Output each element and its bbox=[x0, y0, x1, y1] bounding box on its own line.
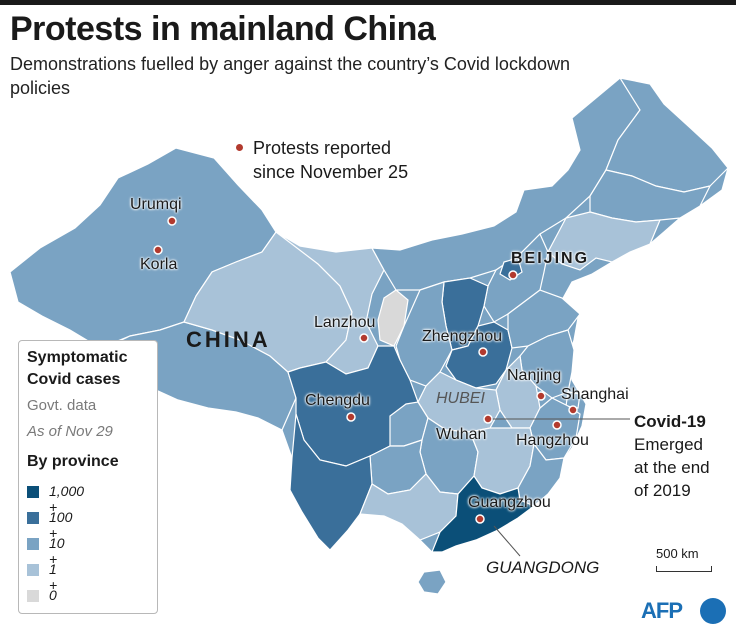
country-label: CHINA bbox=[186, 327, 271, 352]
protest-dots bbox=[153, 216, 578, 524]
scale-bar-line bbox=[656, 566, 712, 572]
legend-swatch bbox=[27, 486, 39, 498]
legend-item-label: 10 + bbox=[49, 535, 65, 567]
city-label-guangzhou: Guangzhou bbox=[468, 494, 551, 511]
afp-logo-text: AFP bbox=[641, 598, 683, 623]
protest-dot bbox=[153, 245, 163, 255]
protest-dot bbox=[568, 405, 578, 415]
legend-swatch bbox=[27, 564, 39, 576]
city-label-lanzhou: Lanzhou bbox=[314, 314, 376, 331]
legend-swatch bbox=[27, 590, 39, 602]
legend-swatch bbox=[27, 538, 39, 550]
city-label-wuhan: Wuhan bbox=[436, 426, 487, 443]
province-yunnan bbox=[289, 413, 373, 551]
covid-note-line2: at the end bbox=[634, 458, 710, 477]
city-label-nanjing: Nanjing bbox=[507, 367, 562, 384]
scale-label: 500 km bbox=[656, 546, 699, 561]
protest-dot bbox=[475, 514, 485, 524]
legend-box: Symptomatic Covid cases Govt. data As of… bbox=[18, 340, 158, 614]
legend-item-label: 1 + bbox=[49, 561, 58, 593]
covid-note-line1: Emerged bbox=[634, 435, 703, 454]
region-label-hubei: HUBEI bbox=[436, 390, 485, 407]
legend-heading-line2: Covid cases bbox=[27, 371, 121, 388]
legend-swatch bbox=[27, 512, 39, 524]
city-label-urumqi: Urumqi bbox=[130, 196, 182, 213]
city-label-zhengzhou: Zhengzhou bbox=[422, 328, 503, 345]
protest-dot bbox=[478, 347, 488, 357]
protest-dot bbox=[167, 216, 177, 226]
protest-dot bbox=[346, 412, 356, 422]
scale-bar: 500 km bbox=[656, 546, 712, 572]
legend-date: As of Nov 29 bbox=[27, 423, 113, 440]
city-label-korla: Korla bbox=[140, 256, 178, 273]
covid-note-title: Covid-19 bbox=[634, 412, 706, 431]
province-henan bbox=[445, 321, 513, 389]
province-hainan bbox=[417, 569, 447, 595]
protest-dot-icon bbox=[236, 143, 243, 151]
afp-logo-icon bbox=[700, 598, 726, 624]
page-title: Protests in mainland China bbox=[10, 10, 436, 48]
protest-dot bbox=[508, 270, 518, 280]
legend-heading-line1: Symptomatic bbox=[27, 349, 128, 366]
province-ningxia bbox=[377, 289, 409, 347]
legend-subheading: By province bbox=[27, 453, 119, 470]
guangdong-pointer-line bbox=[493, 525, 521, 557]
legend-item-label: 1,000 + bbox=[49, 483, 85, 515]
city-label-hangzhou: Hangzhou bbox=[516, 432, 589, 449]
city-label-chengdu: Chengdu bbox=[305, 392, 370, 409]
covid-note: Covid-19 Emerged at the end of 2019 bbox=[634, 410, 710, 502]
legend-item-label: 100 + bbox=[49, 509, 73, 541]
protest-note-line1: Protests reported bbox=[253, 138, 392, 158]
province-guangdong bbox=[431, 475, 536, 553]
legend-source: Govt. data bbox=[27, 397, 97, 414]
province-liaoning bbox=[547, 211, 661, 271]
protest-dot bbox=[536, 391, 546, 401]
region-label-beijing: BEIJING bbox=[511, 250, 590, 267]
top-rule bbox=[0, 0, 736, 5]
city-label-shanghai: Shanghai bbox=[561, 386, 629, 403]
legend-item-label: 0 bbox=[49, 587, 57, 603]
province-shanghai bbox=[565, 391, 581, 409]
page-subtitle: Demonstrations fuelled by anger against … bbox=[10, 54, 570, 98]
protest-dot bbox=[483, 414, 493, 424]
protest-dot bbox=[359, 333, 369, 343]
protest-note: Protests reported since November 25 bbox=[236, 136, 408, 184]
region-label-guangdong: GUANGDONG bbox=[486, 558, 600, 577]
protest-note-line2: since November 25 bbox=[253, 162, 409, 182]
protest-dot bbox=[552, 420, 562, 430]
covid-note-line3: of 2019 bbox=[634, 481, 691, 500]
